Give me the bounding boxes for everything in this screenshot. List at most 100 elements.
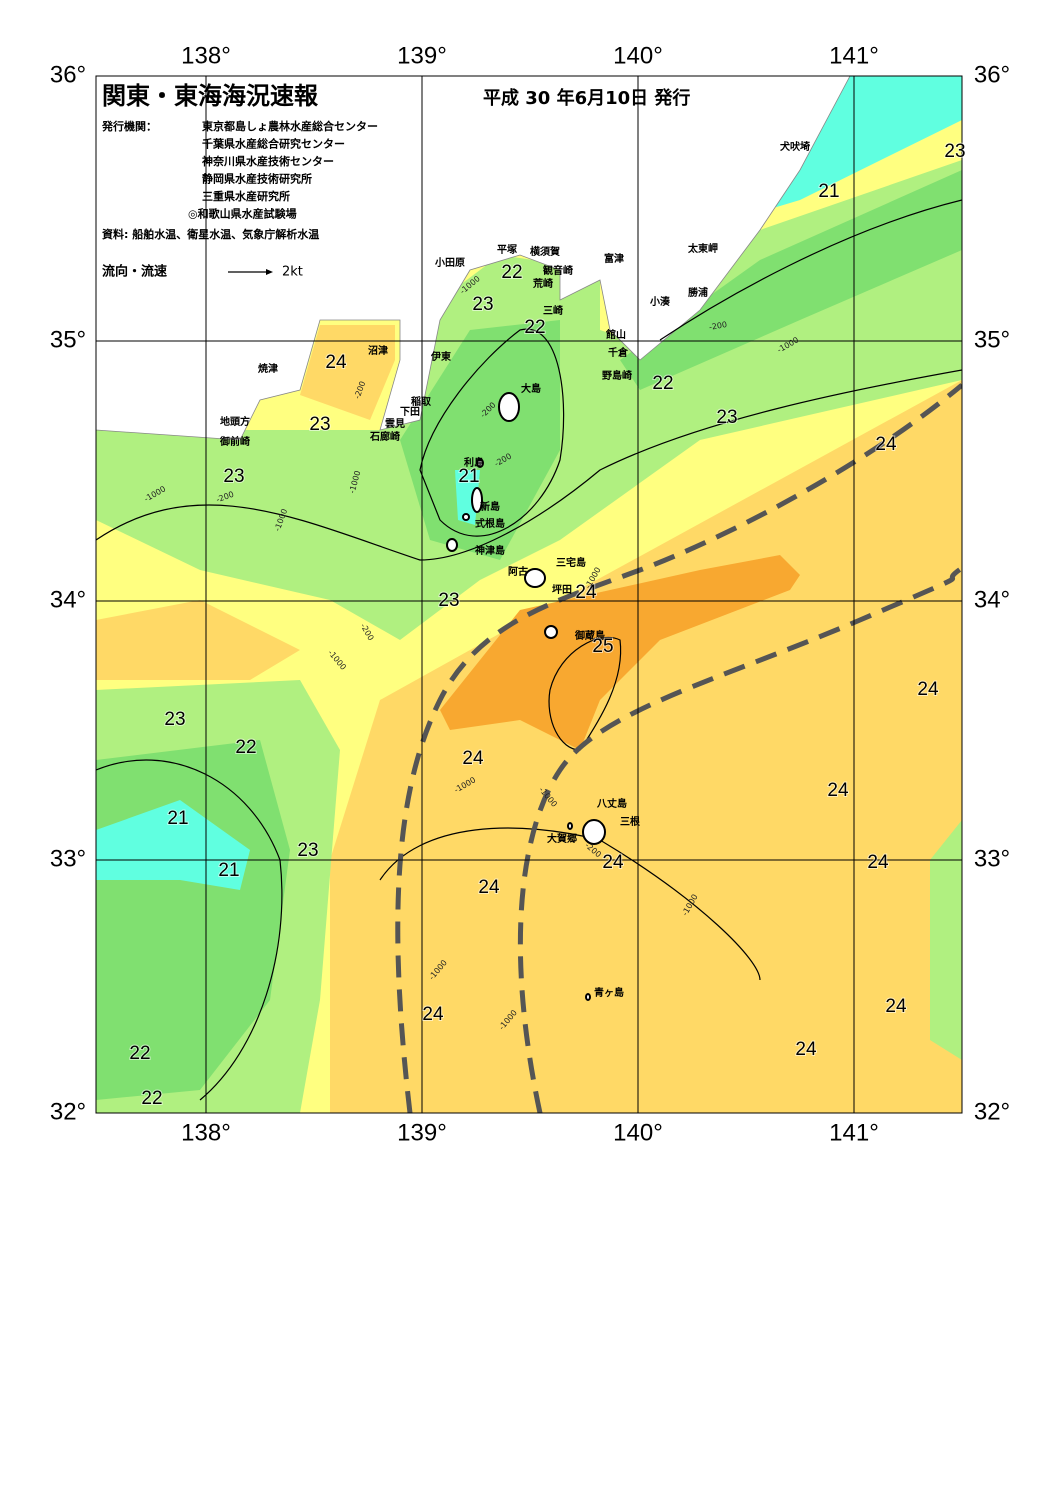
place-name: 三根 [620,815,640,828]
place-name: 阿古 [508,565,528,578]
place-name: 利島 [464,456,484,469]
graticule [96,76,962,1113]
map-body [96,76,962,1113]
place-name: 荒崎 [532,277,553,290]
temperature-label: 22 [129,1043,150,1064]
place-name: 青ヶ島 [594,986,624,999]
temperature-label: 24 [462,748,484,769]
temperature-label: 22 [524,317,545,338]
place-name: 石廊崎 [369,430,400,443]
temperature-label: 22 [652,373,673,394]
place-name: 太東岬 [687,242,718,255]
place-name: 犬吠埼 [780,140,810,153]
place-name: 下田 [400,406,420,418]
place-name: 平塚 [497,243,517,256]
longitude-label: 141° [829,1119,879,1146]
temp-zone [930,820,962,1060]
data-source: 資料: 船舶水温、衛星水温、気象庁解析水温 [102,227,319,241]
place-name: 勝浦 [688,286,708,299]
latitude-label: 32° [50,1098,86,1125]
place-name: 三宅島 [556,556,586,569]
longitude-label: 139° [397,42,447,69]
latitude-label: 34° [974,586,1010,613]
temperature-label: 24 [575,582,597,603]
latitude-label: 36° [974,61,1010,88]
temperature-label: 21 [458,466,479,487]
place-name: 坪田 [552,583,572,596]
longitude-label: 139° [397,1119,447,1146]
temperature-label: 24 [602,852,624,873]
temp-zone [300,325,395,420]
map-frame [95,75,963,1114]
latitude-label: 34° [50,586,86,613]
publisher-name: 静岡県水産技術研究所 [202,172,312,186]
islands [446,392,606,1001]
place-name: 小湊 [649,295,671,308]
place-name: 神津島 [475,544,505,557]
temperature-label: 23 [309,414,330,435]
temp-zone [330,380,962,1113]
temperature-label: 23 [164,709,185,730]
place-name: 雲見 [385,418,405,430]
place-name: 八丈島 [596,797,627,810]
temperature-label: 22 [235,737,256,758]
latitude-label: 33° [974,845,1010,872]
temperature-label: 23 [716,407,737,428]
temperature-label: 22 [141,1088,162,1109]
temp-zone [620,170,962,390]
temperature-label: 25 [592,636,613,657]
temperature-label: 24 [867,852,889,873]
temperature-label: 24 [827,780,849,801]
temperature-label: 23 [944,141,965,162]
temperature-label: 23 [472,294,493,315]
temperature-label: 21 [218,860,239,881]
publisher-name: 千葉県水産総合研究センター [202,137,345,151]
temperature-label: 22 [501,262,522,283]
latitude-label: 35° [50,326,86,353]
longitude-label: 141° [829,42,879,69]
temperature-label: 21 [818,181,839,202]
warm-zone [440,555,800,750]
publisher-name: 東京都島しょ農林水産総合センター [202,119,378,133]
publisher-name: 神奈川県水産技術センター [202,154,334,168]
place-name: 稲取 [411,395,432,408]
publisher-label: 発行機関： [101,119,157,133]
temperature-label: 24 [478,877,500,898]
longitude-label: 138° [181,42,231,69]
longitude-label: 140° [613,1119,663,1146]
place-name: 地頭方 [220,415,250,428]
temperature-label: 24 [885,996,907,1017]
place-name: 大賀郷 [547,832,577,845]
temperature-label: 24 [422,1004,444,1025]
place-name: 伊東 [430,350,451,363]
latitude-label: 33° [50,845,86,872]
latitude-label: 35° [974,326,1010,353]
place-name: 式根島 [475,517,505,530]
longitude-label: 140° [613,42,663,69]
place-name: 新島 [480,500,500,513]
place-name: 横須賀 [530,245,560,258]
place-name: 小田原 [434,256,465,269]
temp-zone [400,320,560,560]
place-name: 焼津 [258,362,278,375]
publisher-name: 三重県水産研究所 [202,189,290,203]
temp-zone [96,600,300,680]
temperature-label: 24 [795,1039,817,1060]
place-name: 三崎 [543,304,563,317]
title: 関東・東海海況速報 [102,82,319,110]
place-name: 沼津 [368,344,388,357]
land [96,76,851,441]
latitude-label: 32° [974,1098,1010,1125]
place-name: 館山 [605,328,626,341]
issue-date: 平成 30 年6月10日 発行 [483,87,690,109]
temperature-label: 24 [917,679,939,700]
legend-speed: 2kt [282,265,303,280]
place-name: 御前崎 [219,435,250,448]
legend-arrowhead [266,269,273,275]
place-name: 観音崎 [543,264,573,277]
place-name: 千倉 [608,346,629,359]
cold-zone [455,470,480,525]
temperature-label: 23 [223,466,244,487]
place-name: 野島崎 [602,369,632,382]
